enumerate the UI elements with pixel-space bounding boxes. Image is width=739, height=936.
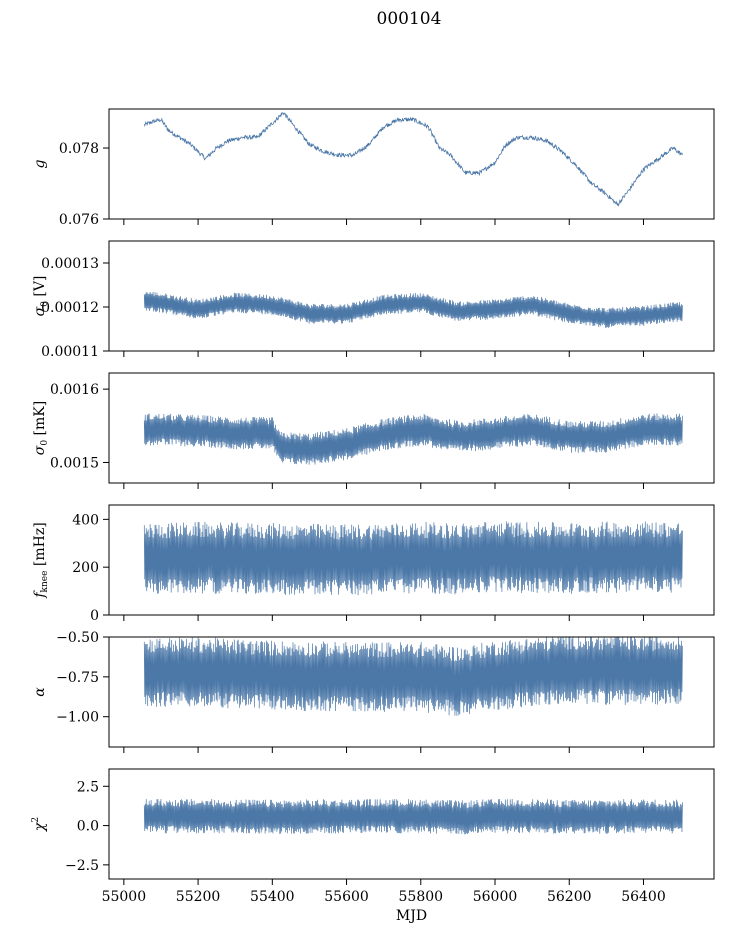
- series-line: [143, 413, 683, 465]
- series-line: [143, 111, 683, 207]
- y-tick-label: −2.5: [65, 858, 99, 874]
- panel-4: 0 200 400 fknee [mHz]: [32, 504, 715, 624]
- axes-frame: [108, 768, 715, 880]
- y-tick-label: 0.076: [59, 212, 99, 228]
- y-tick-label: 400: [72, 512, 99, 528]
- x-tick-label: 55400: [250, 889, 295, 905]
- axes-frame: [108, 372, 715, 484]
- y-tick-label: −1.00: [56, 710, 99, 726]
- y-tick-label: 0: [90, 608, 99, 624]
- axes-frame: [108, 240, 715, 352]
- x-tick-label: 55200: [176, 889, 221, 905]
- y-tick-label: 200: [72, 560, 99, 576]
- y-tick-label: 0.0015: [50, 455, 99, 471]
- y-axis-label: g: [32, 159, 48, 168]
- panel-6: −2.5 0.0 2.5 55000 55200 55400 55600 55800 56000…: [31, 768, 715, 924]
- x-tick-label: 55800: [399, 889, 444, 905]
- y-tick-label: 0.00013: [41, 256, 99, 272]
- y-axis-label: σ0 [mK]: [32, 401, 50, 455]
- y-tick-label: 0.078: [59, 141, 99, 157]
- y-axis-label: fknee [mHz]: [32, 522, 50, 598]
- y-axis-label: α: [32, 687, 48, 697]
- series-line: [143, 291, 683, 328]
- panel-2: 0.00011 0.00012 0.00013 σ0 [V]: [32, 240, 715, 360]
- panel-1: 0.076 0.078 g: [32, 108, 715, 228]
- y-tick-label: 2.5: [77, 779, 99, 795]
- x-tick-label: 55000: [102, 889, 147, 905]
- y-tick-label: 0.0: [77, 819, 99, 835]
- y-tick-label: −0.75: [56, 670, 99, 686]
- x-tick-label: 56200: [547, 889, 592, 905]
- axes-frame: [108, 636, 715, 748]
- series-line: [143, 521, 683, 596]
- y-tick-label: 0.00012: [41, 300, 99, 316]
- y-axis-label: σ0 [V]: [32, 276, 50, 317]
- y-tick-label: 0.00011: [41, 344, 99, 360]
- axes-frame: [108, 108, 715, 220]
- panel-5: −1.00 −0.75 −0.50 α: [32, 630, 715, 753]
- series-line: [143, 637, 683, 716]
- y-tick-label: 0.0016: [50, 382, 99, 398]
- y-tick-label: −0.50: [56, 630, 99, 646]
- x-tick-label: 55600: [324, 889, 369, 905]
- x-axis-label: MJD: [396, 908, 427, 924]
- x-tick-label: 56000: [473, 889, 518, 905]
- x-tick-label: 56400: [621, 889, 666, 905]
- y-axis-label: χ2: [31, 817, 48, 832]
- figure-title: 000104: [377, 9, 442, 29]
- axes-frame: [108, 504, 715, 616]
- series-line: [143, 798, 683, 835]
